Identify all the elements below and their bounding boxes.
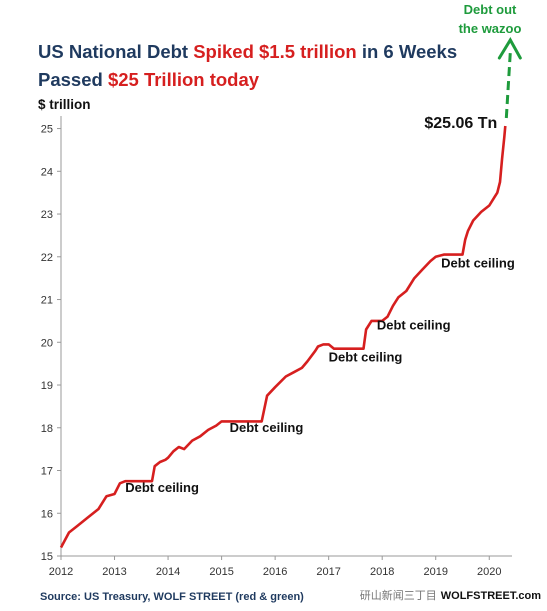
debt-ceiling-label: Debt ceiling	[441, 255, 515, 270]
chart-title: US National Debt Spiked $1.5 trillion in…	[38, 41, 457, 63]
chart-subtitle: Passed $25 Trillion today	[38, 69, 259, 91]
x-tick-label: 2013	[102, 566, 126, 578]
arrow-text-line-1: Debt out	[463, 2, 517, 17]
title-part-3: in 6 Weeks	[356, 41, 458, 62]
y-tick-label: 17	[41, 466, 53, 478]
y-tick-label: 18	[41, 423, 53, 435]
y-tick-label: 15	[41, 551, 53, 563]
x-tick-label: 2017	[316, 566, 340, 578]
debt-ceiling-label: Debt ceiling	[377, 317, 451, 332]
arrow-shaft	[504, 51, 512, 119]
x-tick-label: 2018	[370, 566, 394, 578]
watermark-badge: 研山新闻三丁目	[359, 590, 437, 602]
y-tick-label: 24	[41, 166, 53, 178]
title-highlight: Spiked $1.5 trillion	[193, 41, 357, 62]
watermark-text: WOLFSTREET.com	[440, 590, 541, 602]
y-tick-label: 22	[41, 252, 53, 264]
y-tick-label: 19	[41, 380, 53, 392]
debt-ceiling-label: Debt ceiling	[125, 480, 199, 495]
x-tick-label: 2014	[156, 566, 180, 578]
last-value-label: $25.06 Tn	[424, 115, 497, 132]
title-part-1: US National Debt	[38, 41, 194, 62]
arrow-text-line-2: the wazoo	[458, 21, 522, 36]
debt-series-line	[59, 125, 507, 549]
arrow-annotation: Debt out the wazoo	[440, 0, 540, 38]
subtitle-highlight: $25 Trillion today	[107, 69, 260, 90]
y-tick-label: 25	[41, 124, 53, 136]
watermark: 研山新闻三丁目 WOLFSTREET.com	[360, 587, 541, 603]
debt-ceiling-label: Debt ceiling	[230, 420, 304, 435]
subtitle-part-1: Passed	[38, 69, 108, 90]
y-tick-label: 21	[41, 295, 53, 307]
x-tick-label: 2015	[209, 566, 233, 578]
y-tick-label: 16	[41, 508, 53, 520]
debt-ceiling-label: Debt ceiling	[329, 350, 403, 365]
x-tick-label: 2019	[423, 566, 447, 578]
arrow-head	[497, 37, 522, 60]
y-axis-label: $ trillion	[38, 97, 91, 112]
y-tick-label: 23	[41, 209, 53, 221]
x-tick-label: 2012	[49, 566, 73, 578]
source-note: Source: US Treasury, WOLF STREET (red & …	[40, 591, 304, 603]
x-tick-label: 2016	[263, 566, 287, 578]
y-tick-label: 20	[41, 337, 53, 349]
x-tick-label: 2020	[477, 566, 501, 578]
